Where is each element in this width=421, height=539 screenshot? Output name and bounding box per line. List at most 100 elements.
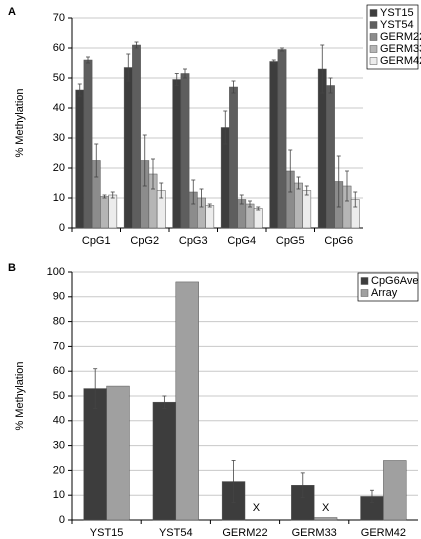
y-axis-label: % Methylation: [14, 361, 26, 430]
y-tick-label: 60: [53, 365, 65, 377]
legend-label: YST15: [380, 7, 414, 19]
bar: [75, 89, 85, 229]
error-bar: [336, 155, 341, 208]
error-bar: [231, 80, 236, 94]
error-bar: [247, 200, 252, 208]
error-bar: [207, 203, 212, 208]
legend-swatch: [369, 33, 378, 41]
y-tick-label: 0: [59, 222, 65, 234]
error-bar: [231, 460, 236, 504]
y-tick-label: 30: [53, 440, 65, 452]
error-bar: [159, 182, 164, 199]
legend-swatch: [369, 57, 378, 65]
legend-swatch: [360, 289, 369, 297]
error-bar: [199, 188, 204, 208]
bar: [152, 401, 177, 521]
y-tick-label: 0: [59, 514, 65, 526]
panel-label: A: [8, 6, 16, 18]
error-bar: [296, 176, 301, 190]
bar: [313, 517, 338, 521]
x-tick-label: CpG6: [324, 235, 353, 247]
error-bar: [110, 191, 115, 199]
error-bar: [93, 368, 98, 409]
error-bar: [102, 194, 107, 199]
legend-label: YST54: [380, 19, 414, 31]
annotation: X: [322, 502, 330, 514]
y-tick-label: 40: [53, 415, 65, 427]
error-bar: [126, 53, 131, 82]
bar: [172, 79, 182, 229]
y-tick-label: 70: [53, 340, 65, 352]
error-bar: [150, 158, 155, 190]
legend-label: GERM33: [380, 43, 421, 55]
error-bar: [353, 191, 358, 208]
y-tick-label: 70: [53, 12, 65, 24]
error-bar: [174, 73, 179, 86]
error-bar: [320, 44, 325, 94]
y-tick-label: 50: [53, 390, 65, 402]
bar: [302, 190, 312, 229]
bar: [269, 61, 279, 229]
bar: [180, 73, 190, 229]
x-tick-label: CpG5: [276, 235, 305, 247]
legend-label: CpG6Ave: [371, 275, 419, 287]
x-tick-label: CpG1: [82, 235, 111, 247]
x-tick-label: YST54: [159, 527, 193, 539]
error-bar: [134, 41, 139, 49]
legend-swatch: [369, 21, 378, 29]
error-bar: [223, 110, 228, 145]
error-bar: [77, 83, 82, 97]
bar: [229, 86, 238, 229]
legend-swatch: [360, 277, 369, 285]
error-bar: [300, 472, 305, 499]
bar: [326, 85, 335, 229]
panel-label: B: [8, 262, 16, 274]
legend-swatch: [369, 45, 378, 53]
y-tick-label: 100: [47, 266, 65, 278]
bar: [205, 205, 215, 229]
error-bar: [142, 134, 147, 187]
error-bar: [239, 194, 244, 205]
error-bar: [162, 395, 167, 409]
error-bar: [94, 143, 99, 178]
y-tick-label: 20: [53, 464, 65, 476]
bar: [108, 194, 118, 229]
x-tick-label: CpG3: [179, 235, 208, 247]
legend-label: Array: [371, 287, 398, 299]
y-tick-label: 90: [53, 291, 65, 303]
bar: [83, 59, 93, 229]
x-tick-label: CpG2: [130, 235, 159, 247]
error-bar: [183, 68, 188, 79]
x-tick-label: CpG4: [227, 235, 256, 247]
y-axis-label: % Methylation: [14, 88, 26, 157]
y-tick-label: 60: [53, 42, 65, 54]
bar: [100, 196, 109, 229]
annotation: X: [253, 502, 261, 514]
x-tick-label: YST15: [90, 527, 124, 539]
y-tick-label: 30: [53, 132, 65, 144]
bar: [294, 182, 303, 229]
y-tick-label: 40: [53, 102, 65, 114]
error-bar: [304, 185, 309, 196]
y-tick-label: 80: [53, 316, 65, 328]
bar: [245, 203, 255, 229]
x-tick-label: GERM42: [361, 527, 406, 539]
error-bar: [256, 206, 261, 211]
bar: [277, 49, 287, 229]
y-tick-label: 10: [53, 489, 65, 501]
x-tick-label: GERM33: [292, 527, 337, 539]
bar: [123, 67, 133, 229]
y-tick-label: 20: [53, 162, 65, 174]
error-bar: [369, 489, 374, 504]
legend-swatch: [369, 9, 378, 17]
legend-label: GERM42: [380, 55, 421, 67]
error-bar: [280, 47, 285, 52]
y-tick-label: 10: [53, 192, 65, 204]
bar: [106, 385, 130, 521]
x-tick-label: GERM22: [222, 527, 267, 539]
legend-label: GERM22: [380, 31, 421, 43]
error-bar: [344, 170, 349, 202]
bar: [132, 44, 141, 229]
error-bar: [86, 56, 91, 64]
